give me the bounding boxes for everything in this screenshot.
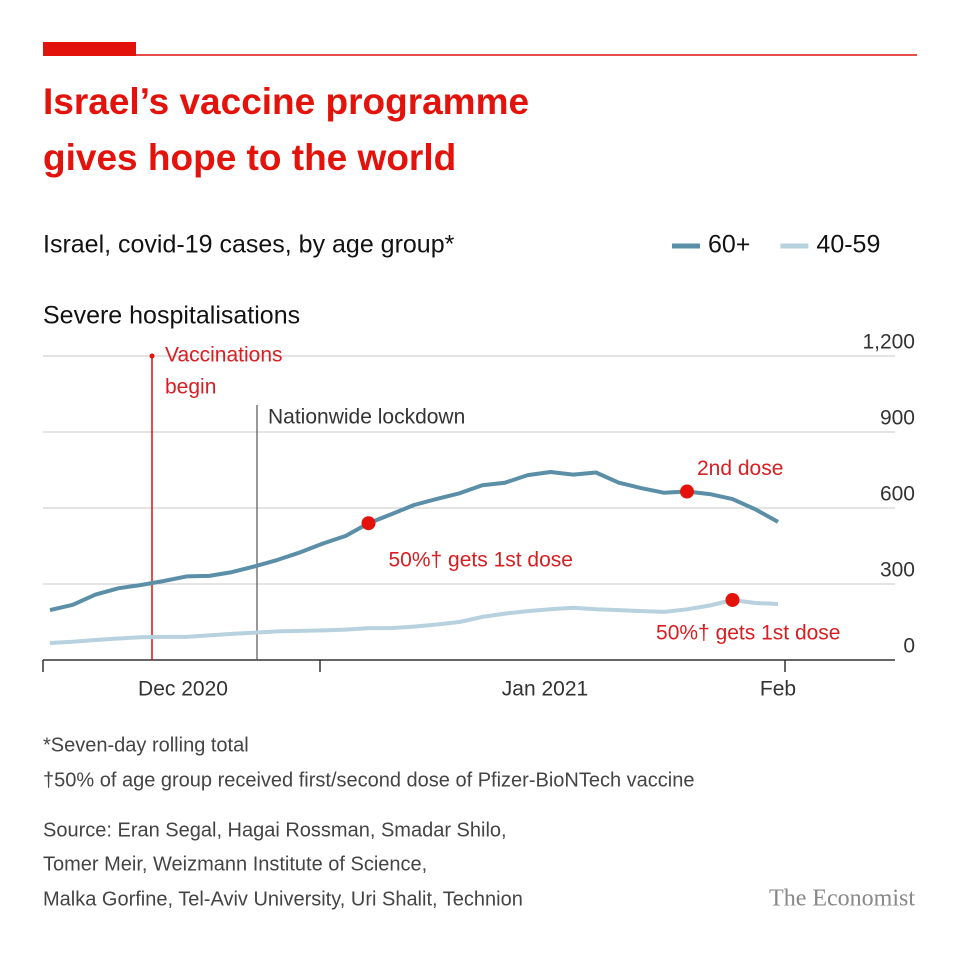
source: Tomer Meir, Weizmann Institute of Scienc… [43, 853, 427, 875]
legend-label: 40-59 [816, 231, 880, 259]
y-tick-label: 0 [903, 635, 915, 658]
vaccination-dot [149, 353, 155, 359]
x-tick-label: Feb [760, 678, 796, 701]
annotation-dot [725, 592, 740, 607]
footnote: †50% of age group received first/second … [43, 769, 694, 791]
annotation-dot [680, 484, 694, 499]
y-tick-label: 900 [880, 407, 915, 430]
line [49, 470, 779, 613]
y-tick-label: 300 [880, 559, 915, 582]
annotation-dot [361, 516, 376, 531]
annotation: 50%† gets 1st dose [389, 549, 573, 572]
chart-title: gives hope to the world [43, 137, 456, 178]
x-tick-label: Jan 2021 [502, 678, 588, 701]
x-tick-label: Dec 2020 [138, 678, 228, 701]
source: Source: Eran Segal, Hagai Rossman, Smada… [43, 819, 507, 841]
subtitle: Israel, covid-19 cases, by age group* [43, 231, 455, 259]
legend-label: 60+ [708, 231, 750, 259]
annotation: 2nd dose [697, 457, 783, 480]
brand: The Economist [769, 886, 915, 912]
accent-bar [43, 42, 136, 56]
line [49, 598, 779, 645]
annotation: begin [165, 376, 216, 399]
chart-title: Israel’s vaccine programme [43, 81, 529, 122]
panel-title: Severe hospitalisations [43, 302, 300, 330]
annotation: 50%† gets 1st dose [656, 622, 840, 645]
y-tick-label: 1,200 [862, 331, 915, 354]
y-tick-label: 600 [880, 483, 915, 506]
annotation: Nationwide lockdown [268, 406, 465, 429]
source: Malka Gorfine, Tel-Aviv University, Uri … [43, 888, 523, 910]
footnote: *Seven-day rolling total [43, 734, 249, 756]
annotation: Vaccinations [165, 344, 283, 367]
